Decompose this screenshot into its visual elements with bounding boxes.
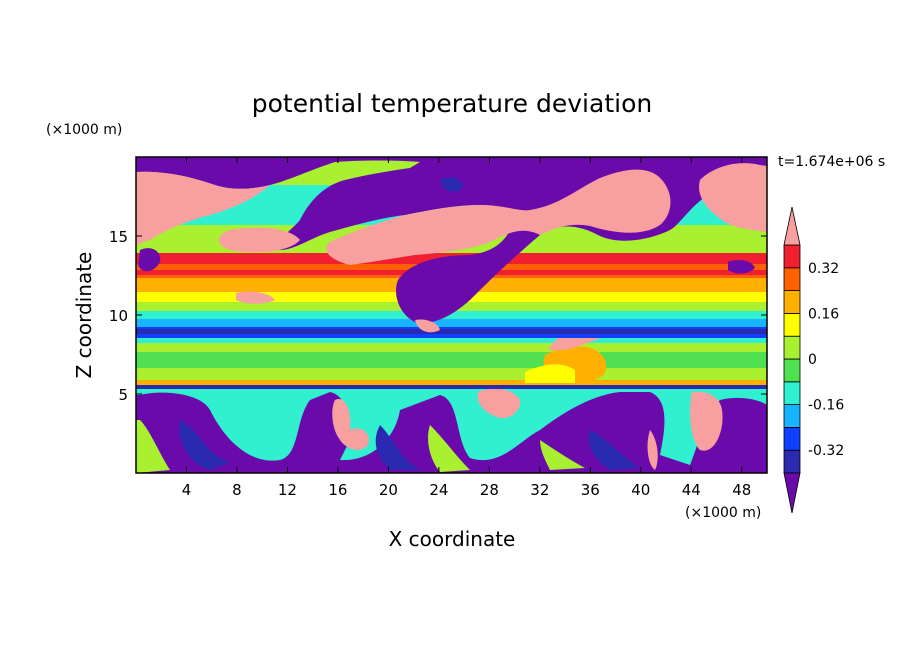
colorbar-swatch [783, 404, 801, 428]
colorbar-label: -0.32 [808, 443, 844, 459]
colorbar-swatch [783, 426, 801, 451]
band-darkblue [136, 329, 767, 334]
band-skyblue [136, 318, 767, 327]
region-purple-blob-top [440, 177, 463, 192]
region-yellow-mid [525, 364, 575, 383]
colorbar-swatch [783, 312, 801, 337]
x-tick-label: 36 [581, 481, 600, 499]
x-tick-label: 4 [182, 481, 192, 499]
x-axis-label: X coordinate [389, 527, 516, 551]
colorbar-min-arrow [783, 472, 801, 514]
region-upper-pink-center [218, 227, 300, 253]
x-tick-label: 16 [328, 481, 347, 499]
x-unit-label: (×1000 m) [685, 505, 761, 521]
colorbar-labels: 0.32 0.16 0 -0.16 -0.32 [808, 261, 844, 459]
colorbar-swatch [783, 267, 801, 291]
band-5km-orange [136, 379, 767, 388]
colorbar-label: 0.16 [808, 306, 839, 322]
x-tick-label: 44 [682, 481, 701, 499]
chart-title: potential temperature deviation [252, 89, 652, 118]
x-tick-label: 48 [732, 481, 751, 499]
region-purple-patch-right [728, 260, 755, 274]
colorbar-swatch [783, 358, 801, 383]
colorbar-swatch [783, 244, 801, 269]
colorbar-swatch [783, 449, 801, 474]
x-tick-label: 28 [480, 481, 499, 499]
x-tick-label: 24 [429, 481, 448, 499]
colorbar-swatch [783, 381, 801, 405]
region-upper-pink-arc [326, 169, 671, 265]
colorbar-label: -0.16 [808, 398, 844, 414]
y-tick-label: 10 [109, 307, 128, 325]
x-tick-label: 40 [631, 481, 650, 499]
band-5km-blue [136, 385, 767, 389]
y-ticks: 5 10 15 [109, 228, 767, 404]
contour-field [136, 157, 767, 473]
y-unit-label: (×1000 m) [46, 122, 122, 138]
colorbar-swatch [783, 290, 801, 314]
colorbar-label: 0.32 [808, 261, 839, 277]
band-lightgreen [136, 352, 767, 368]
x-ticks: 4 8 12 16 20 24 28 32 36 40 44 48 [182, 157, 751, 499]
region-upper-pink-left [136, 171, 270, 245]
y-tick-label: 5 [118, 386, 128, 404]
x-tick-label: 20 [379, 481, 398, 499]
x-tick-label: 12 [278, 481, 297, 499]
colorbar-swatch [783, 335, 801, 360]
region-purple-patch-left [138, 248, 161, 272]
x-tick-label: 32 [530, 481, 549, 499]
region-pink-small-top [236, 291, 440, 333]
time-label: t=1.674e+06 s [778, 154, 885, 170]
colorbar [783, 206, 801, 514]
x-tick-label: 8 [232, 481, 242, 499]
band-cyan [136, 310, 767, 319]
region-upper-pink-right [699, 163, 767, 232]
band-cyan-mid [136, 335, 767, 343]
y-axis-label: Z coordinate [72, 252, 96, 379]
colorbar-max-arrow [783, 206, 801, 246]
y-tick-label: 15 [109, 228, 128, 246]
colorbar-label: 0 [808, 352, 817, 368]
